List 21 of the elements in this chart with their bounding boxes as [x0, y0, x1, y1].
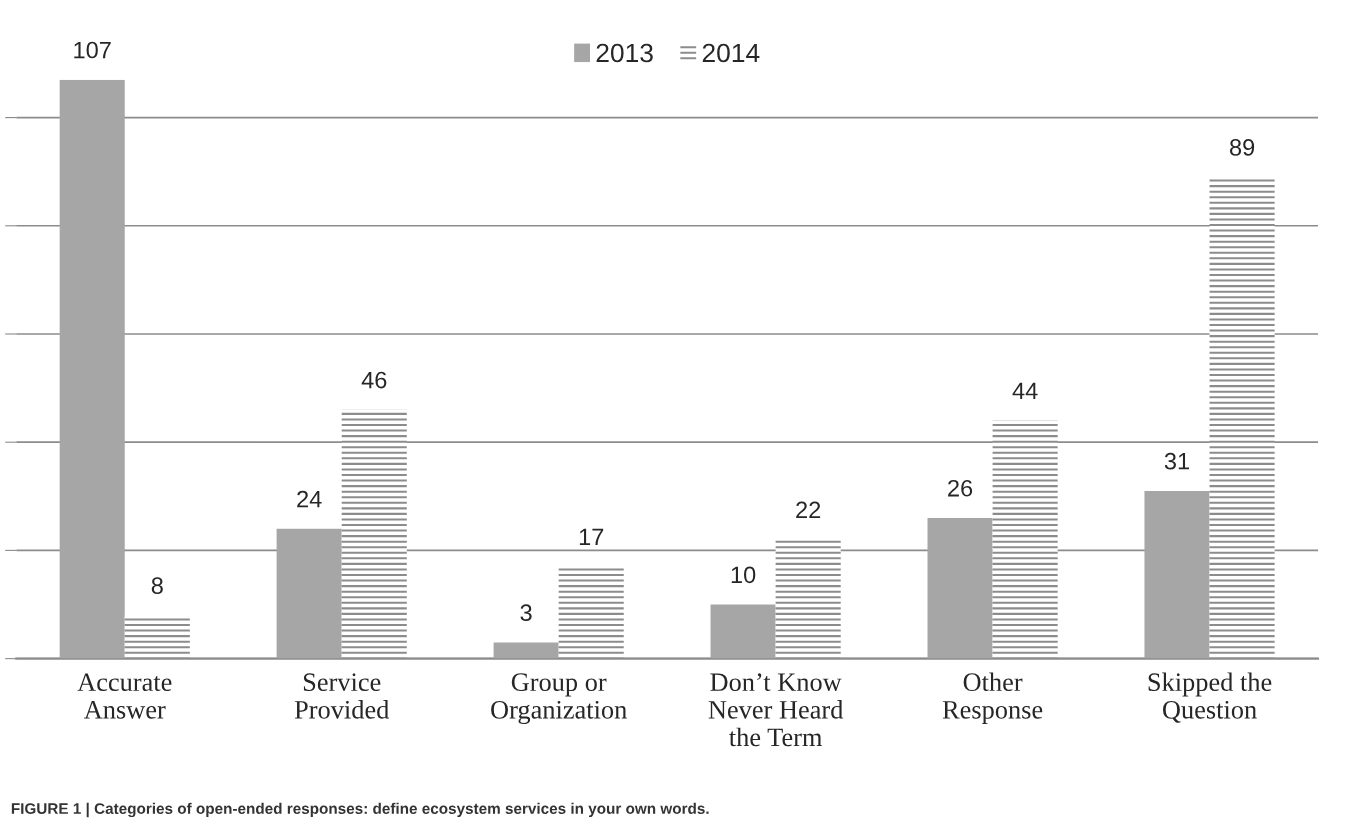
- data-label: 26: [948, 479, 973, 497]
- data-label: 46: [361, 371, 387, 389]
- legend-label: 2013: [596, 43, 653, 63]
- caption: FIGURE 1 | Categories of open-ended responses: define ecosystem services in your own words.: [11, 802, 709, 818]
- x-tick-label: Skipped the Question: [1148, 672, 1272, 723]
- data-label: 31: [1164, 452, 1189, 470]
- x-tick-label: Accurate Answer: [77, 673, 172, 719]
- data-label: 44: [1012, 382, 1038, 399]
- x-tick-label: Group or Organization: [491, 673, 627, 725]
- data-label: 22: [796, 501, 821, 519]
- data-label: 89: [1229, 139, 1255, 156]
- data-label: 17: [579, 528, 604, 546]
- data-label: 107: [74, 41, 111, 59]
- legend-label: 2014: [702, 43, 760, 63]
- data-label: 3: [520, 604, 532, 622]
- x-tick-label: Other Response: [942, 672, 1043, 725]
- data-label: 8: [151, 577, 163, 594]
- data-label: 24: [297, 490, 322, 508]
- x-tick-label: Don’t Know Never Heard the Term: [708, 673, 844, 747]
- data-label: 10: [731, 566, 756, 584]
- x-tick-label: Service Provided: [294, 673, 390, 719]
